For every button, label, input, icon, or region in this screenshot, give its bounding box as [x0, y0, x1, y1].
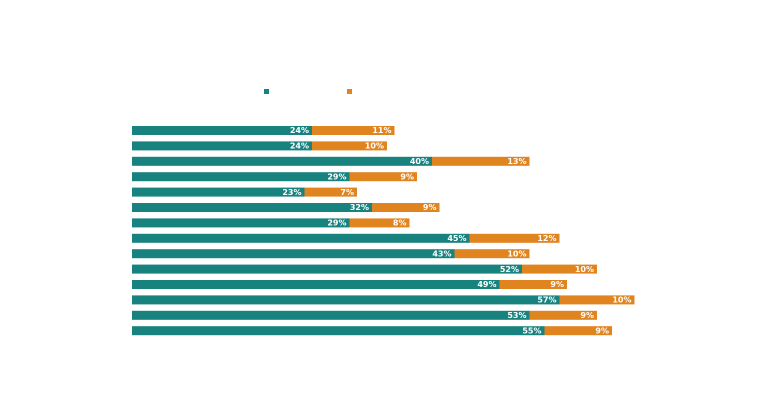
data-label-series1-row1: 24%	[290, 126, 309, 135]
bar-series1-row2	[132, 141, 312, 151]
data-label-series2-row2: 10%	[365, 142, 384, 151]
data-label-series1-row7: 29%	[327, 219, 346, 228]
data-label-series1-row13: 53%	[507, 311, 526, 320]
data-label-series2-row14: 9%	[595, 326, 609, 335]
bar-series1-row1	[132, 126, 312, 135]
bar-series2-row3	[432, 156, 530, 166]
data-label-series2-row6: 9%	[423, 203, 437, 212]
data-label-series1-row8: 45%	[447, 234, 466, 243]
bar-series2-row13	[529, 310, 597, 320]
bar-series2-row9	[454, 249, 530, 259]
data-label-series1-row5: 23%	[282, 188, 301, 197]
data-label-series1-row11: 49%	[477, 280, 496, 289]
data-label-series2-row12: 10%	[612, 296, 631, 305]
bar-series2-row8	[469, 233, 560, 243]
data-label-series1-row4: 29%	[327, 172, 346, 181]
data-label-series2-row3: 13%	[507, 157, 526, 166]
bar-series1-row11	[132, 280, 500, 289]
bars: 24% 11% 24% 10% 40% 13% 29% 9% 23% 7% 32% 9% 29% 8% 45…	[132, 126, 635, 335]
bar-series2-row12	[559, 295, 635, 305]
data-label-series2-row8: 12%	[537, 234, 556, 243]
bar-series2-row10	[522, 264, 597, 274]
bar-series1-row12	[132, 295, 560, 305]
data-label-series2-row9: 10%	[507, 249, 526, 258]
bar-series1-row5	[132, 187, 305, 197]
bar-series1-row8	[132, 233, 470, 243]
data-label-series1-row10: 52%	[500, 265, 519, 274]
bar-series2-row1	[312, 126, 395, 135]
bar-series1-row7	[132, 218, 350, 228]
data-label-series2-row7: 8%	[393, 219, 407, 228]
data-label-series1-row6: 32%	[350, 203, 369, 212]
bar-series2-row11	[499, 280, 567, 289]
legend-swatch-1	[264, 89, 269, 94]
bar-series1-row14	[132, 326, 545, 336]
data-label-series1-row3: 40%	[410, 157, 429, 166]
legend-swatch-2	[347, 89, 352, 94]
data-label-series1-row9: 43%	[432, 249, 451, 258]
bar-series2-row7	[349, 218, 410, 228]
legend	[264, 89, 352, 94]
bar-series1-row4	[132, 172, 350, 182]
bar-series1-row13	[132, 310, 530, 320]
data-label-series1-row12: 57%	[537, 296, 556, 305]
data-label-series2-row1: 11%	[372, 126, 391, 135]
data-label-series2-row13: 9%	[580, 311, 594, 320]
bar-series2-row6	[372, 203, 440, 212]
data-label-series2-row4: 9%	[400, 172, 414, 181]
bar-series2-row14	[544, 326, 612, 336]
bar-series1-row9	[132, 249, 455, 259]
bar-series2-row2	[312, 141, 387, 151]
data-label-series2-row5: 7%	[340, 188, 354, 197]
data-label-series2-row11: 9%	[550, 280, 564, 289]
data-label-series2-row10: 10%	[575, 265, 594, 274]
data-label-series1-row14: 55%	[522, 326, 541, 335]
bar-series2-row4	[349, 172, 417, 182]
data-label-series1-row2: 24%	[290, 142, 309, 151]
bar-series1-row6	[132, 203, 372, 212]
bar-series1-row3	[132, 156, 432, 166]
bar-series1-row10	[132, 264, 522, 274]
bar-series2-row5	[304, 187, 357, 197]
